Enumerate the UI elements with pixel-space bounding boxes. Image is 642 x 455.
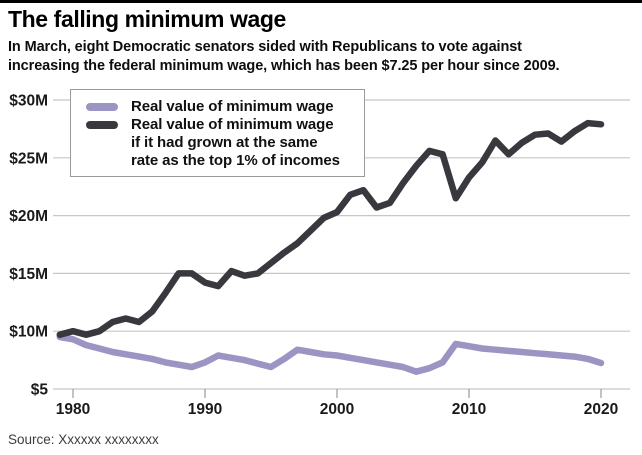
legend-swatch-top1-icon — [86, 121, 118, 129]
x-axis-label: 1980 — [56, 401, 90, 418]
page-title: The falling minimum wage — [8, 6, 286, 32]
y-axis-label: $15M — [9, 266, 48, 283]
legend-label-top1-line3: rate as the top 1% of incomes — [131, 152, 340, 169]
legend-label-real-wage: Real value of minimum wage — [131, 98, 334, 115]
legend-label-top1-line2: if it had grown at the same — [131, 134, 318, 151]
series-line-top1 — [56, 119, 605, 338]
y-axis-label: $25M — [9, 150, 48, 167]
top-rule — [0, 0, 642, 3]
subtitle-line-2: increasing the federal minimum wage, whi… — [8, 58, 560, 74]
source-credit: Source: Xxxxxx xxxxxxxx — [8, 432, 159, 447]
y-axis-label: $20M — [9, 208, 48, 225]
x-axis-label: 2010 — [452, 401, 486, 418]
legend-label-top1: Real value of minimum wage if it had gro… — [131, 116, 340, 170]
x-axis-label: 1990 — [188, 401, 222, 418]
y-axis-label: $5 — [31, 382, 49, 399]
legend-entry-real-wage: Real value of minimum wage — [86, 98, 364, 116]
chart-legend: Real value of minimum wage Real value of… — [70, 89, 365, 177]
y-axis-label: $10M — [9, 324, 48, 341]
legend-label-top1-line1: Real value of minimum wage — [131, 116, 334, 133]
legend-entry-top1: Real value of minimum wage if it had gro… — [86, 116, 364, 170]
chart-subtitle: In March, eight Democratic senators side… — [8, 38, 640, 76]
subtitle-line-1: In March, eight Democratic senators side… — [8, 39, 522, 55]
legend-swatch-real-wage-icon — [86, 103, 118, 111]
x-axis-label: 2020 — [584, 401, 618, 418]
y-axis-label: $30M — [9, 93, 48, 110]
x-axis-label: 2000 — [320, 401, 354, 418]
series-line-real-wage — [56, 333, 605, 375]
